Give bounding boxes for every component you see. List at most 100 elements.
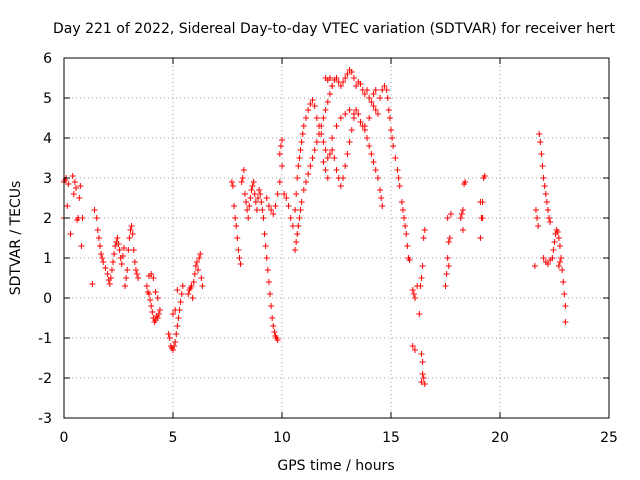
data-point [300,123,307,129]
data-point [554,229,561,235]
data-point [231,203,238,209]
data-point [112,243,119,249]
data-point [268,303,275,309]
x-tick-label: 5 [169,430,178,446]
data-point [89,281,96,287]
x-tick-label: 25 [600,430,618,446]
plot-frame [63,57,610,419]
data-point [283,195,290,201]
data-point [444,215,451,221]
data-point [178,291,185,297]
data-point [555,263,562,269]
data-point [272,203,279,209]
data-point [419,263,426,269]
data-point [300,187,307,193]
data-point [398,199,405,205]
data-point [94,227,101,233]
data-point [357,81,364,87]
data-point [143,283,150,289]
data-point [229,183,236,189]
data-point [107,275,114,281]
data-point [459,207,466,213]
data-point [537,139,544,145]
x-tick-labels: 0 5 10 15 20 25 [60,430,618,446]
data-point [313,139,320,145]
data-point [443,271,450,277]
data-point [366,95,373,101]
data-point [348,69,355,75]
data-point [149,309,156,315]
data-point [320,139,327,145]
data-point [560,279,567,285]
data-point [411,295,418,301]
data-point [198,275,205,281]
data-point [102,265,109,271]
data-point [234,235,241,241]
data-point [366,115,373,121]
data-point [78,243,85,249]
data-point [368,99,375,105]
data-point [104,271,111,277]
data-point [99,255,106,261]
data-point [322,107,329,113]
y-tick-label: 3 [43,171,52,187]
data-point [550,247,557,253]
data-point [307,101,314,107]
data-point [558,255,565,261]
data-point [446,235,453,241]
data-point [122,283,129,289]
data-point [419,371,426,377]
data-point [293,239,300,245]
data-point [406,257,413,263]
y-tick-label: 5 [43,91,52,107]
data-point [239,175,246,181]
data-point [350,75,357,81]
data-point [404,243,411,249]
data-point [126,235,133,241]
data-point [193,259,200,265]
data-point [131,259,138,265]
data-point [342,75,349,81]
data-point [263,195,270,201]
data-point [388,127,394,133]
data-point [374,111,381,117]
data-point [409,343,416,349]
data-point [238,179,245,185]
data-point [256,187,263,193]
data-point [274,191,281,197]
data-point [457,215,464,221]
data-point [253,207,260,213]
data-point [263,255,270,261]
data-point [302,179,309,185]
data-point [93,215,100,221]
y-tick-label: -2 [38,371,52,387]
data-point [399,207,406,213]
data-point [285,203,292,209]
x-tick-label: 15 [382,430,400,446]
data-point [324,175,331,181]
data-point [296,215,303,221]
data-point [551,239,558,245]
y-tick-labels: -3 -2 -1 0 1 2 3 4 5 6 [38,51,52,427]
data-point [379,203,386,209]
data-point [70,191,77,197]
data-point [245,215,252,221]
data-point [536,131,543,137]
data-point [337,183,344,189]
data-point [361,123,368,129]
data-point [420,375,427,381]
data-point [79,215,86,221]
data-point [185,291,192,297]
data-point [244,207,251,213]
data-point [377,95,384,101]
data-point [71,179,78,185]
data-point [372,167,379,173]
data-point [309,97,316,103]
data-point [396,183,403,189]
data-point [411,347,418,353]
data-point [250,179,257,185]
data-point [129,231,136,237]
data-point [372,107,379,113]
data-point [385,107,392,113]
data-point [326,75,333,81]
